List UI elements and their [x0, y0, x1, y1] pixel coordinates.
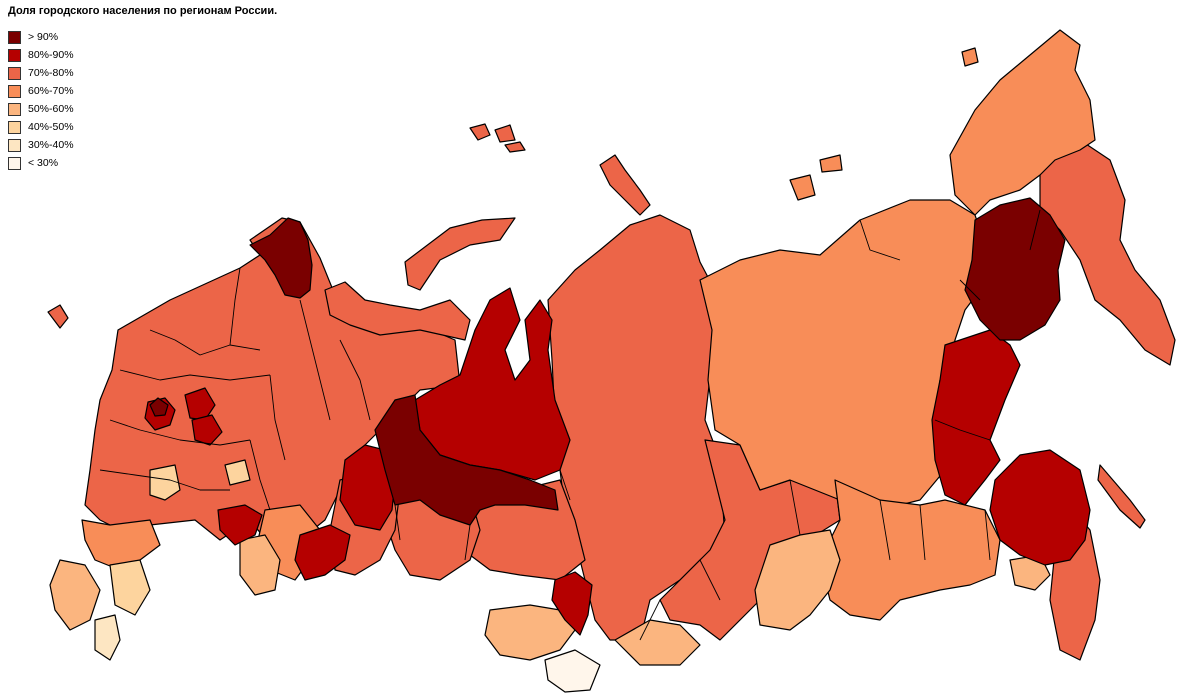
legend-swatch — [8, 66, 21, 80]
region-base-central-west[interactable] — [47, 304, 69, 329]
region-bashkortostan[interactable] — [339, 444, 396, 531]
region-borders — [99, 209, 1041, 641]
legend-label: < 30% — [28, 157, 59, 169]
legend-swatch — [8, 102, 21, 116]
legend-label: 30%-40% — [28, 139, 74, 151]
region-kuril-islands[interactable] — [1097, 464, 1146, 529]
legend-item: > 90% — [8, 28, 74, 46]
region-kamchatka-north[interactable] — [964, 197, 1066, 341]
region-kalmykia[interactable] — [149, 464, 181, 501]
legend-item: < 30% — [8, 154, 74, 172]
legend-label: > 90% — [28, 31, 59, 43]
legend-item: 50%-60% — [8, 100, 74, 118]
region-south-west-60[interactable] — [81, 519, 161, 571]
legend: > 90% 80%-90% 70%-80% 60%-70% 50%-60% 40… — [8, 28, 74, 172]
region-nenets-coast[interactable] — [404, 217, 516, 291]
legend-swatch — [8, 120, 21, 134]
legend-swatch — [8, 48, 21, 62]
region-yaroslavl[interactable] — [184, 387, 216, 421]
region-altai-krai[interactable] — [484, 604, 576, 661]
region-novaya-zemlya[interactable] — [599, 154, 651, 216]
region-stavropol[interactable] — [239, 534, 281, 596]
legend-item: 30%-40% — [8, 136, 74, 154]
legend-item: 60%-70% — [8, 82, 74, 100]
region-chechnya[interactable] — [94, 614, 121, 661]
region-kamchatka[interactable] — [1039, 139, 1176, 366]
region-buryatia[interactable] — [754, 529, 841, 631]
region-samara[interactable] — [294, 524, 351, 581]
legend-item: 70%-80% — [8, 64, 74, 82]
region-nizhny[interactable] — [191, 414, 223, 446]
region-new-siberian[interactable] — [789, 154, 843, 201]
legend-label: 40%-50% — [28, 121, 74, 133]
legend-label: 50%-60% — [28, 103, 74, 115]
region-khabarovsk[interactable] — [989, 449, 1091, 566]
region-saratov[interactable] — [217, 504, 263, 546]
region-magadan[interactable] — [931, 329, 1021, 506]
legend-label: 60%-70% — [28, 85, 74, 97]
region-altai-republic[interactable] — [544, 649, 601, 693]
legend-item: 40%-50% — [8, 118, 74, 136]
legend-swatch — [8, 84, 21, 98]
region-north-caucasus-50[interactable] — [49, 559, 101, 631]
legend-label: 70%-80% — [28, 67, 74, 79]
region-wrangel[interactable] — [961, 47, 979, 67]
region-chukotka[interactable] — [949, 29, 1096, 216]
region-western-russia[interactable] — [84, 217, 461, 546]
region-tambov[interactable] — [224, 459, 251, 486]
region-dagestan[interactable] — [109, 559, 151, 616]
legend-swatch — [8, 156, 21, 170]
legend-item: 80%-90% — [8, 46, 74, 64]
legend-swatch — [8, 138, 21, 152]
region-murmansk[interactable] — [249, 217, 313, 299]
region-moscow[interactable] — [149, 397, 169, 417]
region-kemerovo[interactable] — [551, 571, 593, 636]
legend-label: 80%-90% — [28, 49, 74, 61]
legend-swatch — [8, 30, 21, 44]
map-title: Доля городского населения по регионам Ро… — [8, 5, 278, 17]
region-arkhangelsk[interactable] — [324, 281, 471, 341]
region-khanty-mansi[interactable] — [374, 394, 559, 526]
region-franz-josef[interactable] — [469, 123, 526, 153]
